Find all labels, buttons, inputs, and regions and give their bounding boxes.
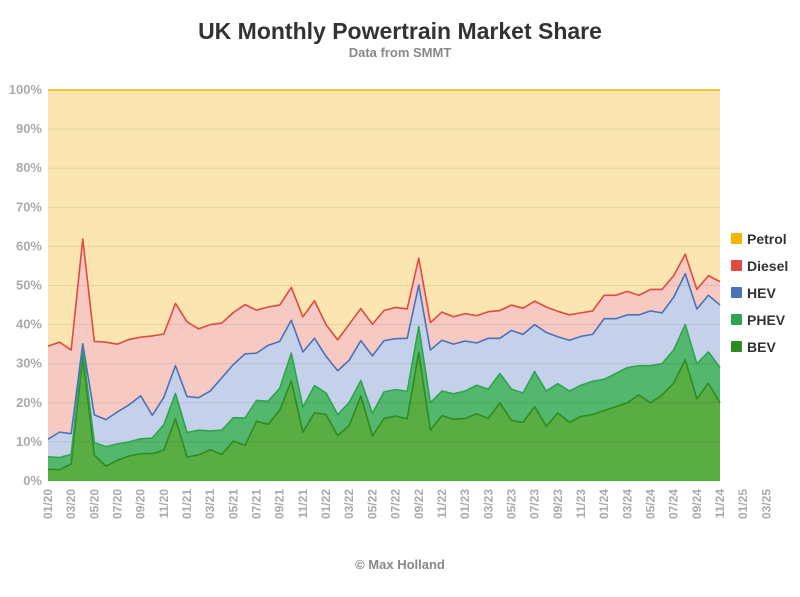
line-phev (47, 323, 721, 459)
x-tick-label: 11/22 (435, 489, 449, 519)
legend-label-hev: HEV (747, 285, 776, 301)
x-tick-label: 03/23 (481, 489, 495, 519)
area-diesel (48, 238, 720, 440)
y-tick-label: 0% (23, 473, 42, 488)
x-tick-label: 07/22 (389, 489, 403, 519)
legend: Petrol Diesel HEV PHEV BEV (731, 231, 788, 355)
x-tick-label: 03/24 (620, 489, 634, 519)
area-petrol (48, 90, 720, 351)
x-tick-label: 05/23 (504, 489, 518, 519)
y-tick-label: 50% (16, 278, 42, 293)
legend-swatch-petrol (731, 233, 742, 244)
x-tick-label: 01/25 (736, 489, 750, 519)
x-tick-label: 03/21 (203, 489, 217, 519)
x-tick-label: 03/25 (759, 489, 773, 519)
x-tick-label: 09/20 (134, 489, 148, 519)
x-tick-label: 05/21 (226, 489, 240, 519)
x-tick-label: 01/23 (458, 489, 472, 519)
line-hev (47, 272, 721, 440)
x-tick-label: 09/22 (412, 489, 426, 519)
legend-swatch-bev (731, 341, 742, 352)
x-tick-label: 05/22 (365, 489, 379, 519)
y-tick-label: 30% (16, 356, 42, 371)
legend-swatch-hev (731, 287, 742, 298)
y-tick-label: 90% (16, 121, 42, 136)
x-tick-label: 03/22 (342, 489, 356, 519)
x-tick-label: 01/21 (180, 489, 194, 519)
x-tick-label: 05/20 (87, 489, 101, 519)
legend-label-phev: PHEV (747, 312, 786, 328)
x-tick-label: 01/22 (319, 489, 333, 519)
x-tick-label: 09/21 (273, 489, 287, 519)
x-tick-label: 07/20 (111, 489, 125, 519)
legend-label-petrol: Petrol (747, 231, 787, 247)
line-diesel (47, 238, 721, 351)
x-axis: 01/20 03/20 05/20 07/20 09/20 11/20 01/21 03/21… (41, 489, 773, 519)
y-tick-label: 40% (16, 317, 42, 332)
x-tick-label: 09/23 (551, 489, 565, 519)
legend-label-bev: BEV (747, 339, 776, 355)
x-tick-label: 03/20 (64, 489, 78, 519)
credit-text: © Max Holland (355, 557, 445, 572)
chart-subtitle: Data from SMMT (349, 45, 452, 60)
x-tick-label: 11/23 (574, 489, 588, 519)
y-tick-label: 10% (16, 434, 42, 449)
x-tick-label: 09/24 (690, 489, 704, 519)
legend-label-diesel: Diesel (747, 258, 788, 274)
y-tick-label: 70% (16, 199, 42, 214)
x-tick-label: 05/24 (643, 489, 657, 519)
x-tick-label: 07/23 (528, 489, 542, 519)
legend-swatch-diesel (731, 260, 742, 271)
area-hev (48, 273, 720, 458)
x-tick-label: 11/21 (296, 489, 310, 519)
y-tick-label: 20% (16, 395, 42, 410)
y-tick-label: 100% (9, 82, 43, 97)
x-tick-label: 07/24 (667, 489, 681, 519)
x-tick-label: 11/20 (157, 489, 171, 519)
line-bev (47, 351, 721, 471)
x-tick-label: 11/24 (713, 489, 727, 519)
area-phev (48, 324, 720, 470)
y-axis: 0% 10% 20% 30% 40% 50% 60% 70% 80% 90% 100% (9, 82, 43, 488)
y-tick-label: 60% (16, 238, 42, 253)
x-tick-label: 01/24 (597, 489, 611, 519)
x-tick-label: 07/21 (250, 489, 264, 519)
area-bev (48, 352, 720, 481)
legend-swatch-phev (731, 314, 742, 325)
x-tick-label: 01/20 (41, 489, 55, 519)
plot-area (47, 89, 721, 482)
chart-title: UK Monthly Powertrain Market Share (198, 18, 602, 44)
y-tick-label: 80% (16, 160, 42, 175)
